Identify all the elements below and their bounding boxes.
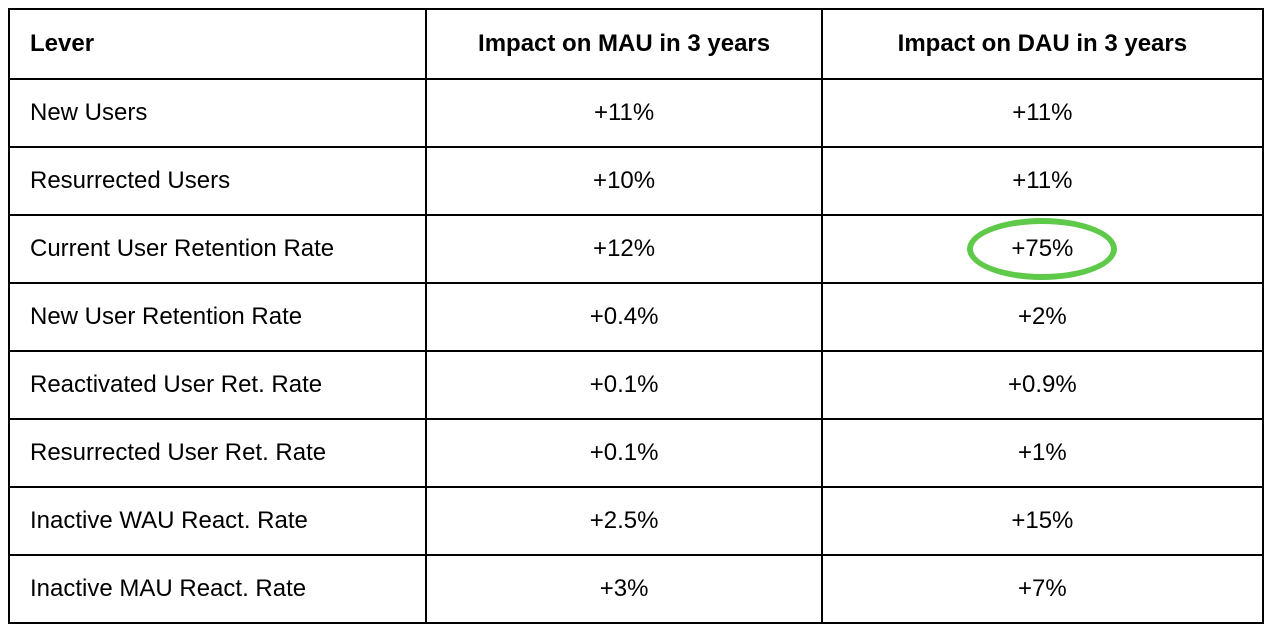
table-row: Inactive MAU React. Rate +3% +7% <box>9 555 1263 623</box>
cell-lever: New Users <box>9 79 426 147</box>
cell-mau: +0.1% <box>426 419 821 487</box>
cell-dau: +11% <box>822 79 1263 147</box>
cell-mau: +3% <box>426 555 821 623</box>
col-header-mau: Impact on MAU in 3 years <box>426 9 821 79</box>
cell-mau: +11% <box>426 79 821 147</box>
cell-dau: +7% <box>822 555 1263 623</box>
cell-mau: +2.5% <box>426 487 821 555</box>
cell-lever: Current User Retention Rate <box>9 215 426 283</box>
cell-lever: Resurrected Users <box>9 147 426 215</box>
cell-dau: +11% <box>822 147 1263 215</box>
cell-dau-value: +75% <box>1011 235 1073 262</box>
table-row: Inactive WAU React. Rate +2.5% +15% <box>9 487 1263 555</box>
table-row: Reactivated User Ret. Rate +0.1% +0.9% <box>9 351 1263 419</box>
cell-dau-highlighted: +75% <box>822 215 1263 283</box>
cell-dau: +2% <box>822 283 1263 351</box>
cell-lever: Reactivated User Ret. Rate <box>9 351 426 419</box>
cell-dau: +1% <box>822 419 1263 487</box>
col-header-dau: Impact on DAU in 3 years <box>822 9 1263 79</box>
cell-lever: Resurrected User Ret. Rate <box>9 419 426 487</box>
impact-table: Lever Impact on MAU in 3 years Impact on… <box>8 8 1264 624</box>
table-row: New Users +11% +11% <box>9 79 1263 147</box>
cell-mau: +0.1% <box>426 351 821 419</box>
cell-mau: +10% <box>426 147 821 215</box>
table-row: Resurrected Users +10% +11% <box>9 147 1263 215</box>
cell-dau: +0.9% <box>822 351 1263 419</box>
col-header-lever: Lever <box>9 9 426 79</box>
cell-lever: Inactive WAU React. Rate <box>9 487 426 555</box>
cell-mau: +12% <box>426 215 821 283</box>
cell-lever: New User Retention Rate <box>9 283 426 351</box>
table-row: New User Retention Rate +0.4% +2% <box>9 283 1263 351</box>
cell-lever: Inactive MAU React. Rate <box>9 555 426 623</box>
table-header-row: Lever Impact on MAU in 3 years Impact on… <box>9 9 1263 79</box>
cell-mau: +0.4% <box>426 283 821 351</box>
table-row: Current User Retention Rate +12% +75% <box>9 215 1263 283</box>
table-row: Resurrected User Ret. Rate +0.1% +1% <box>9 419 1263 487</box>
cell-dau: +15% <box>822 487 1263 555</box>
